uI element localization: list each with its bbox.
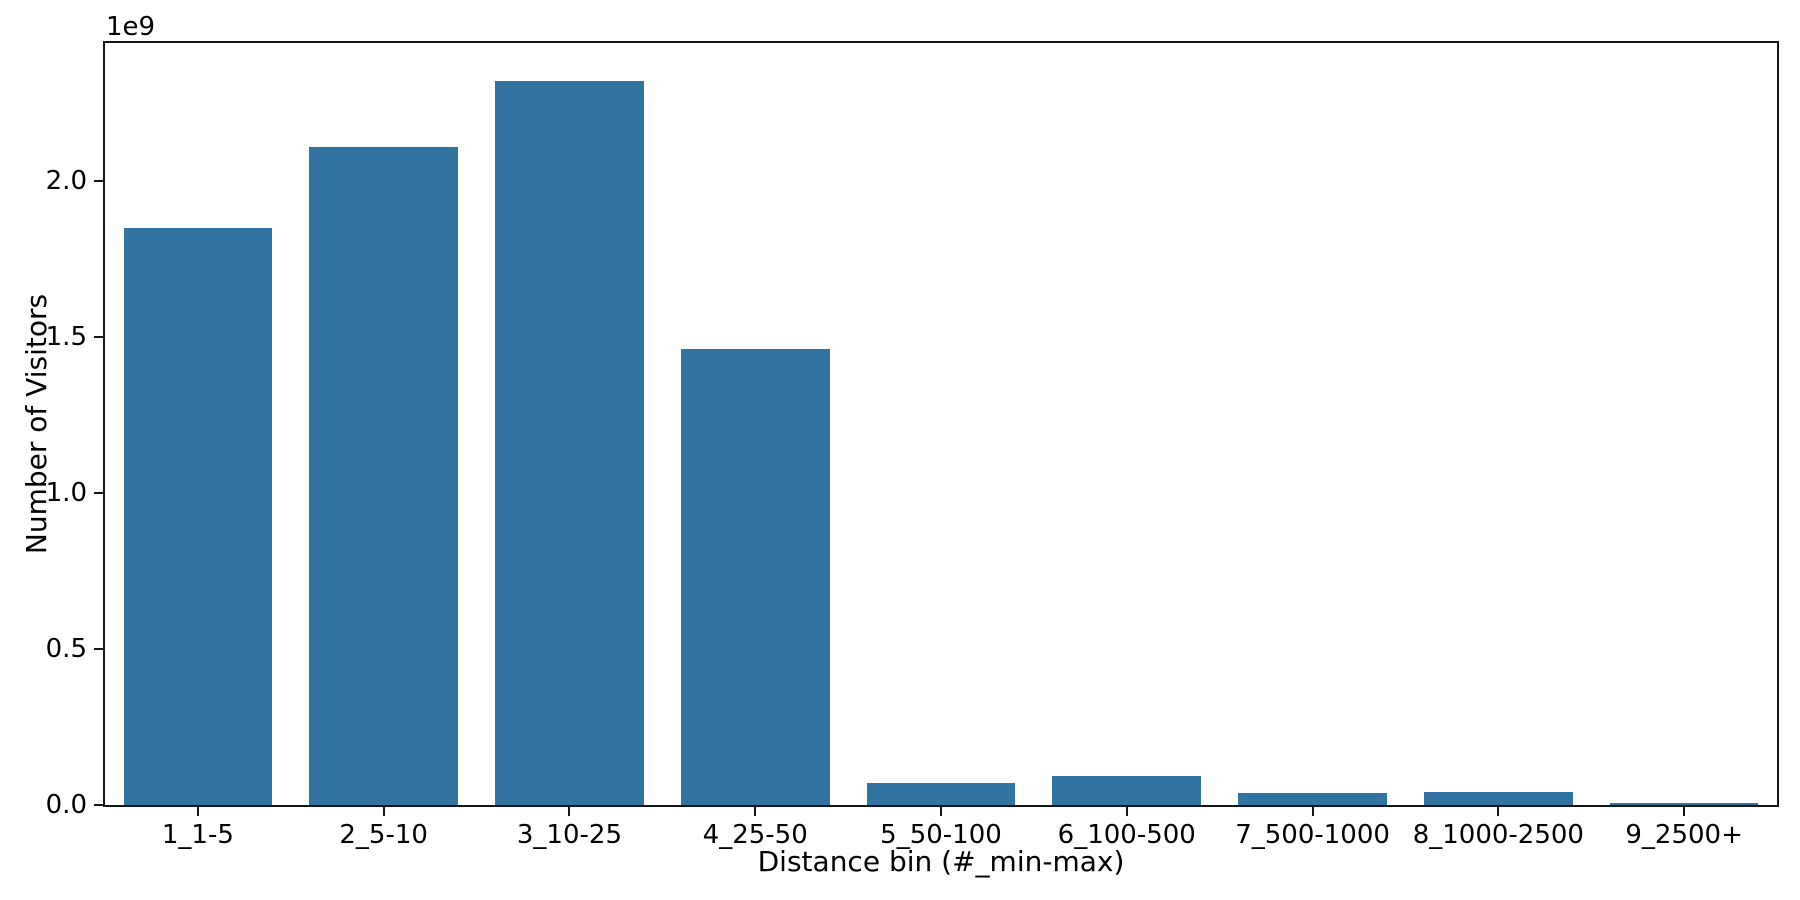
bar-9_2500+ (1609, 802, 1759, 805)
bar-6_100-500 (1052, 775, 1202, 805)
x-tick-label-8_1000-2500: 8_1000-2500 (1412, 820, 1584, 850)
x-tick-label-1_1-5: 1_1-5 (161, 820, 234, 850)
y-tick-mark-0.0 (94, 804, 103, 806)
bar-2_5-10 (309, 146, 458, 805)
y-axis-offset-label: 1e9 (106, 12, 156, 42)
bar-8_1000-2500 (1424, 791, 1573, 805)
x-tick-label-2_5-10: 2_5-10 (339, 820, 428, 850)
y-tick-label-2.0: 2.0 (45, 165, 87, 196)
x-tick-mark-2_5-10 (382, 807, 385, 816)
x-tick-label-3_10-25: 3_10-25 (516, 820, 622, 850)
bar-3_10-25 (495, 81, 644, 805)
y-tick-mark-1.5 (94, 335, 103, 338)
y-tick-mark-0.5 (94, 647, 103, 650)
x-tick-label-9_2500+: 9_2500+ (1625, 820, 1743, 850)
y-tick-label-0.5: 0.5 (45, 633, 87, 664)
x-tick-mark-4_25-50 (754, 807, 757, 816)
x-tick-mark-8_1000-2500 (1497, 807, 1500, 816)
bar-4_25-50 (680, 349, 830, 805)
y-tick-mark-1.0 (94, 491, 103, 494)
x-tick-mark-1_1-5 (196, 807, 199, 816)
bar-1_1-5 (123, 227, 273, 805)
x-tick-mark-7_500-1000 (1311, 807, 1314, 816)
x-tick-mark-3_10-25 (568, 807, 571, 816)
bar-7_500-1000 (1238, 793, 1387, 805)
x-tick-label-5_50-100: 5_50-100 (880, 820, 1002, 850)
y-tick-label-1.5: 1.5 (45, 321, 87, 352)
y-tick-label-0.0: 0.0 (45, 790, 87, 820)
y-tick-label-1.0: 1.0 (45, 477, 87, 508)
y-tick-mark-2.0 (94, 179, 103, 182)
x-tick-mark-6_100-500 (1125, 807, 1128, 816)
x-axis-label: Distance bin (#_min-max) (757, 845, 1125, 878)
x-tick-mark-5_50-100 (940, 807, 942, 816)
bar-5_50-100 (866, 782, 1016, 805)
x-tick-mark-9_2500+ (1683, 807, 1686, 816)
x-tick-label-6_100-500: 6_100-500 (1057, 820, 1196, 850)
bars-container (105, 43, 1777, 805)
x-tick-label-4_25-50: 4_25-50 (702, 820, 808, 850)
x-tick-label-7_500-1000: 7_500-1000 (1235, 820, 1390, 850)
